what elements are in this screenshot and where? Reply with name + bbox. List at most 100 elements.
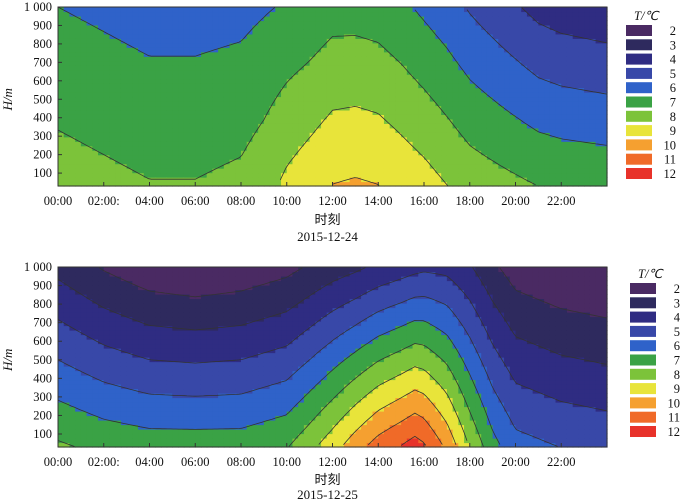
heatmap-cell [212, 92, 219, 98]
heatmap-cell [412, 141, 419, 147]
heatmap-cell [115, 105, 122, 111]
heatmap-cell [601, 33, 608, 39]
heatmap-cell [366, 47, 374, 53]
heatmap-cell [189, 388, 196, 394]
heatmap-cell [441, 123, 448, 129]
heatmap-cell [109, 145, 116, 151]
heatmap-cell [424, 181, 431, 187]
heatmap-cell [75, 280, 82, 286]
heatmap-cell [155, 370, 162, 376]
heatmap-cell [58, 20, 65, 26]
heatmap-cell [572, 69, 580, 75]
heatmap-cell [412, 168, 419, 174]
heatmap-cell [441, 163, 448, 169]
heatmap-cell [143, 321, 151, 327]
heatmap-cell [269, 29, 276, 35]
heatmap-cell [109, 65, 116, 71]
heatmap-cell [58, 406, 65, 412]
heatmap-cell [120, 352, 128, 358]
heatmap-cell [166, 141, 173, 147]
heatmap-cell [166, 276, 173, 282]
heatmap-cell [160, 33, 168, 39]
heatmap-cell [475, 118, 482, 124]
heatmap-cell [58, 424, 65, 430]
heatmap-cell [349, 78, 356, 84]
heatmap-cell [229, 47, 236, 53]
heatmap-cell [458, 78, 465, 84]
heatmap-cell [86, 24, 93, 30]
heatmap-cell [309, 109, 316, 115]
heatmap-cell [212, 127, 219, 133]
heatmap-cell [206, 370, 214, 376]
heatmap-cell [464, 177, 471, 183]
heatmap-cell [206, 127, 214, 133]
heatmap-cell [424, 11, 431, 17]
heatmap-cell [555, 118, 562, 124]
heatmap-cell [86, 42, 93, 48]
heatmap-cell [326, 65, 334, 71]
heatmap-cell [326, 141, 334, 147]
heatmap-cell [149, 379, 156, 385]
heatmap-cell [229, 29, 236, 35]
legend-swatch [626, 82, 652, 94]
heatmap-cell [115, 100, 122, 107]
heatmap-cell [115, 159, 122, 165]
heatmap-cell [160, 60, 168, 66]
heatmap-cell [183, 51, 191, 57]
heatmap-cell [469, 114, 477, 120]
heatmap-cell [486, 127, 494, 133]
heatmap-cell [212, 177, 219, 183]
heatmap-cell [149, 33, 156, 39]
heatmap-cell [155, 433, 162, 439]
heatmap-cell [315, 69, 322, 75]
heatmap-cell [126, 24, 133, 30]
heatmap-cell [458, 109, 465, 115]
heatmap-cell [138, 280, 145, 286]
heatmap-cell [566, 38, 574, 44]
heatmap-cell [338, 38, 345, 44]
heatmap-cell [309, 172, 316, 178]
heatmap-cell [269, 47, 276, 53]
heatmap-cell [189, 114, 196, 120]
heatmap-cell [544, 29, 551, 35]
heatmap-cell [92, 420, 99, 426]
heatmap-cell [561, 42, 568, 48]
heatmap-cell [509, 114, 517, 120]
heatmap-cell [246, 109, 254, 115]
heatmap-cell [155, 285, 162, 291]
heatmap-cell [326, 181, 334, 187]
heatmap-cell [321, 150, 328, 156]
heatmap-cell [86, 163, 93, 169]
heatmap-cell [361, 159, 368, 165]
heatmap-cell [132, 96, 139, 102]
heatmap-cell [86, 343, 93, 349]
heatmap-cell [246, 127, 254, 133]
heatmap-cell [246, 33, 254, 39]
heatmap-cell [223, 87, 231, 93]
heatmap-cell [332, 150, 339, 156]
heatmap-cell [372, 114, 379, 120]
heatmap-cell [206, 384, 214, 390]
heatmap-cell [572, 7, 580, 13]
heatmap-cell [464, 163, 471, 169]
heatmap-cell [526, 177, 534, 183]
heatmap-cell [343, 11, 351, 17]
heatmap-cell [132, 298, 139, 304]
heatmap-cell [481, 105, 488, 111]
heatmap-cell [160, 388, 168, 394]
heatmap-cell [275, 150, 282, 156]
heatmap-cell [378, 159, 385, 165]
heatmap-cell [155, 168, 162, 174]
heatmap-cell [218, 154, 225, 160]
heatmap-cell [92, 307, 99, 313]
heatmap-cell [303, 118, 311, 124]
heatmap-cell [561, 24, 568, 30]
heatmap-cell [183, 361, 191, 367]
heatmap-cell [504, 20, 511, 26]
heatmap-cell [178, 339, 185, 345]
heatmap-cell [532, 105, 539, 111]
heatmap-cell [241, 92, 248, 98]
heatmap-cell [235, 177, 242, 183]
heatmap-cell [86, 92, 93, 98]
heatmap-cell [195, 334, 202, 340]
